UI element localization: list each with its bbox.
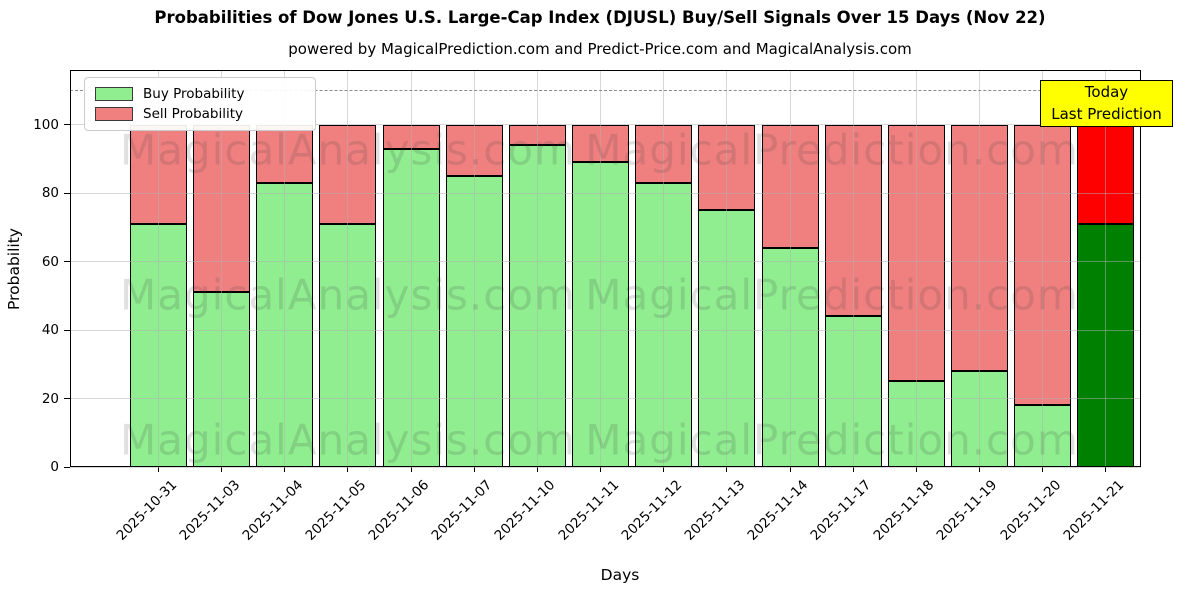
gridline-vertical: [600, 70, 602, 467]
x-tick: [726, 467, 728, 472]
gridline-horizontal: [70, 261, 1141, 263]
y-tick: [64, 398, 70, 400]
gridline-vertical: [473, 70, 475, 467]
sell-swatch-icon: [95, 107, 133, 121]
y-tick-label: 40: [41, 322, 59, 339]
x-tick: [852, 467, 854, 472]
gridline-vertical: [347, 70, 349, 467]
gridline-vertical: [221, 70, 223, 467]
legend-buy-label: Buy Probability: [143, 86, 245, 102]
x-tick: [663, 467, 665, 472]
gridline-vertical: [1042, 70, 1044, 467]
y-tick: [64, 124, 70, 126]
chart-subtitle: powered by MagicalPrediction.com and Pre…: [288, 40, 912, 58]
gridline-vertical: [663, 70, 665, 467]
gridline-horizontal: [70, 192, 1141, 194]
gridline-horizontal: [70, 124, 1141, 126]
gridline-vertical: [915, 70, 917, 467]
gridline-horizontal: [70, 329, 1141, 331]
buy-swatch-icon: [95, 87, 133, 101]
x-tick: [347, 467, 349, 472]
x-tick: [600, 467, 602, 472]
y-tick-label: 60: [41, 253, 59, 270]
gridline-vertical: [536, 70, 538, 467]
chart-title: Probabilities of Dow Jones U.S. Large-Ca…: [154, 8, 1046, 27]
gridline-vertical: [410, 70, 412, 467]
y-tick-label: 80: [41, 185, 59, 202]
x-tick: [789, 467, 791, 472]
legend: Buy Probability Sell Probability: [84, 77, 316, 131]
gridline-horizontal: [70, 466, 1141, 468]
gridline-vertical: [978, 70, 980, 467]
today-line1: Today: [1084, 83, 1129, 101]
x-tick: [1042, 467, 1044, 472]
x-tick: [978, 467, 980, 472]
gridline-vertical: [852, 70, 854, 467]
legend-item-sell: Sell Probability: [95, 106, 305, 122]
x-axis-label: Days: [600, 566, 640, 584]
x-tick: [284, 467, 286, 472]
x-tick: [410, 467, 412, 472]
x-tick: [536, 467, 538, 472]
dashed-reference-line: [70, 89, 1141, 91]
x-tick: [473, 467, 475, 472]
x-tick: [158, 467, 159, 472]
x-tick: [1105, 467, 1107, 472]
today-line2: Last Prediction: [1051, 104, 1162, 123]
gridline-vertical: [726, 70, 728, 467]
x-tick: [221, 467, 223, 472]
legend-sell-label: Sell Probability: [143, 106, 244, 122]
y-tick: [64, 466, 70, 468]
today-annotation-box: Today Last Prediction: [1040, 80, 1173, 127]
x-tick: [915, 467, 917, 472]
gridline-vertical: [789, 70, 791, 467]
y-tick-label: 100: [33, 116, 59, 133]
gridline-vertical: [1105, 70, 1107, 467]
gridline-vertical: [158, 70, 159, 467]
y-tick: [64, 261, 70, 263]
gridline-horizontal: [70, 398, 1141, 400]
y-tick: [64, 329, 70, 331]
y-tick: [64, 192, 70, 194]
legend-item-buy: Buy Probability: [95, 86, 305, 102]
gridline-vertical: [284, 70, 286, 467]
y-tick-label: 0: [50, 459, 59, 475]
y-tick-label: 20: [41, 390, 59, 407]
